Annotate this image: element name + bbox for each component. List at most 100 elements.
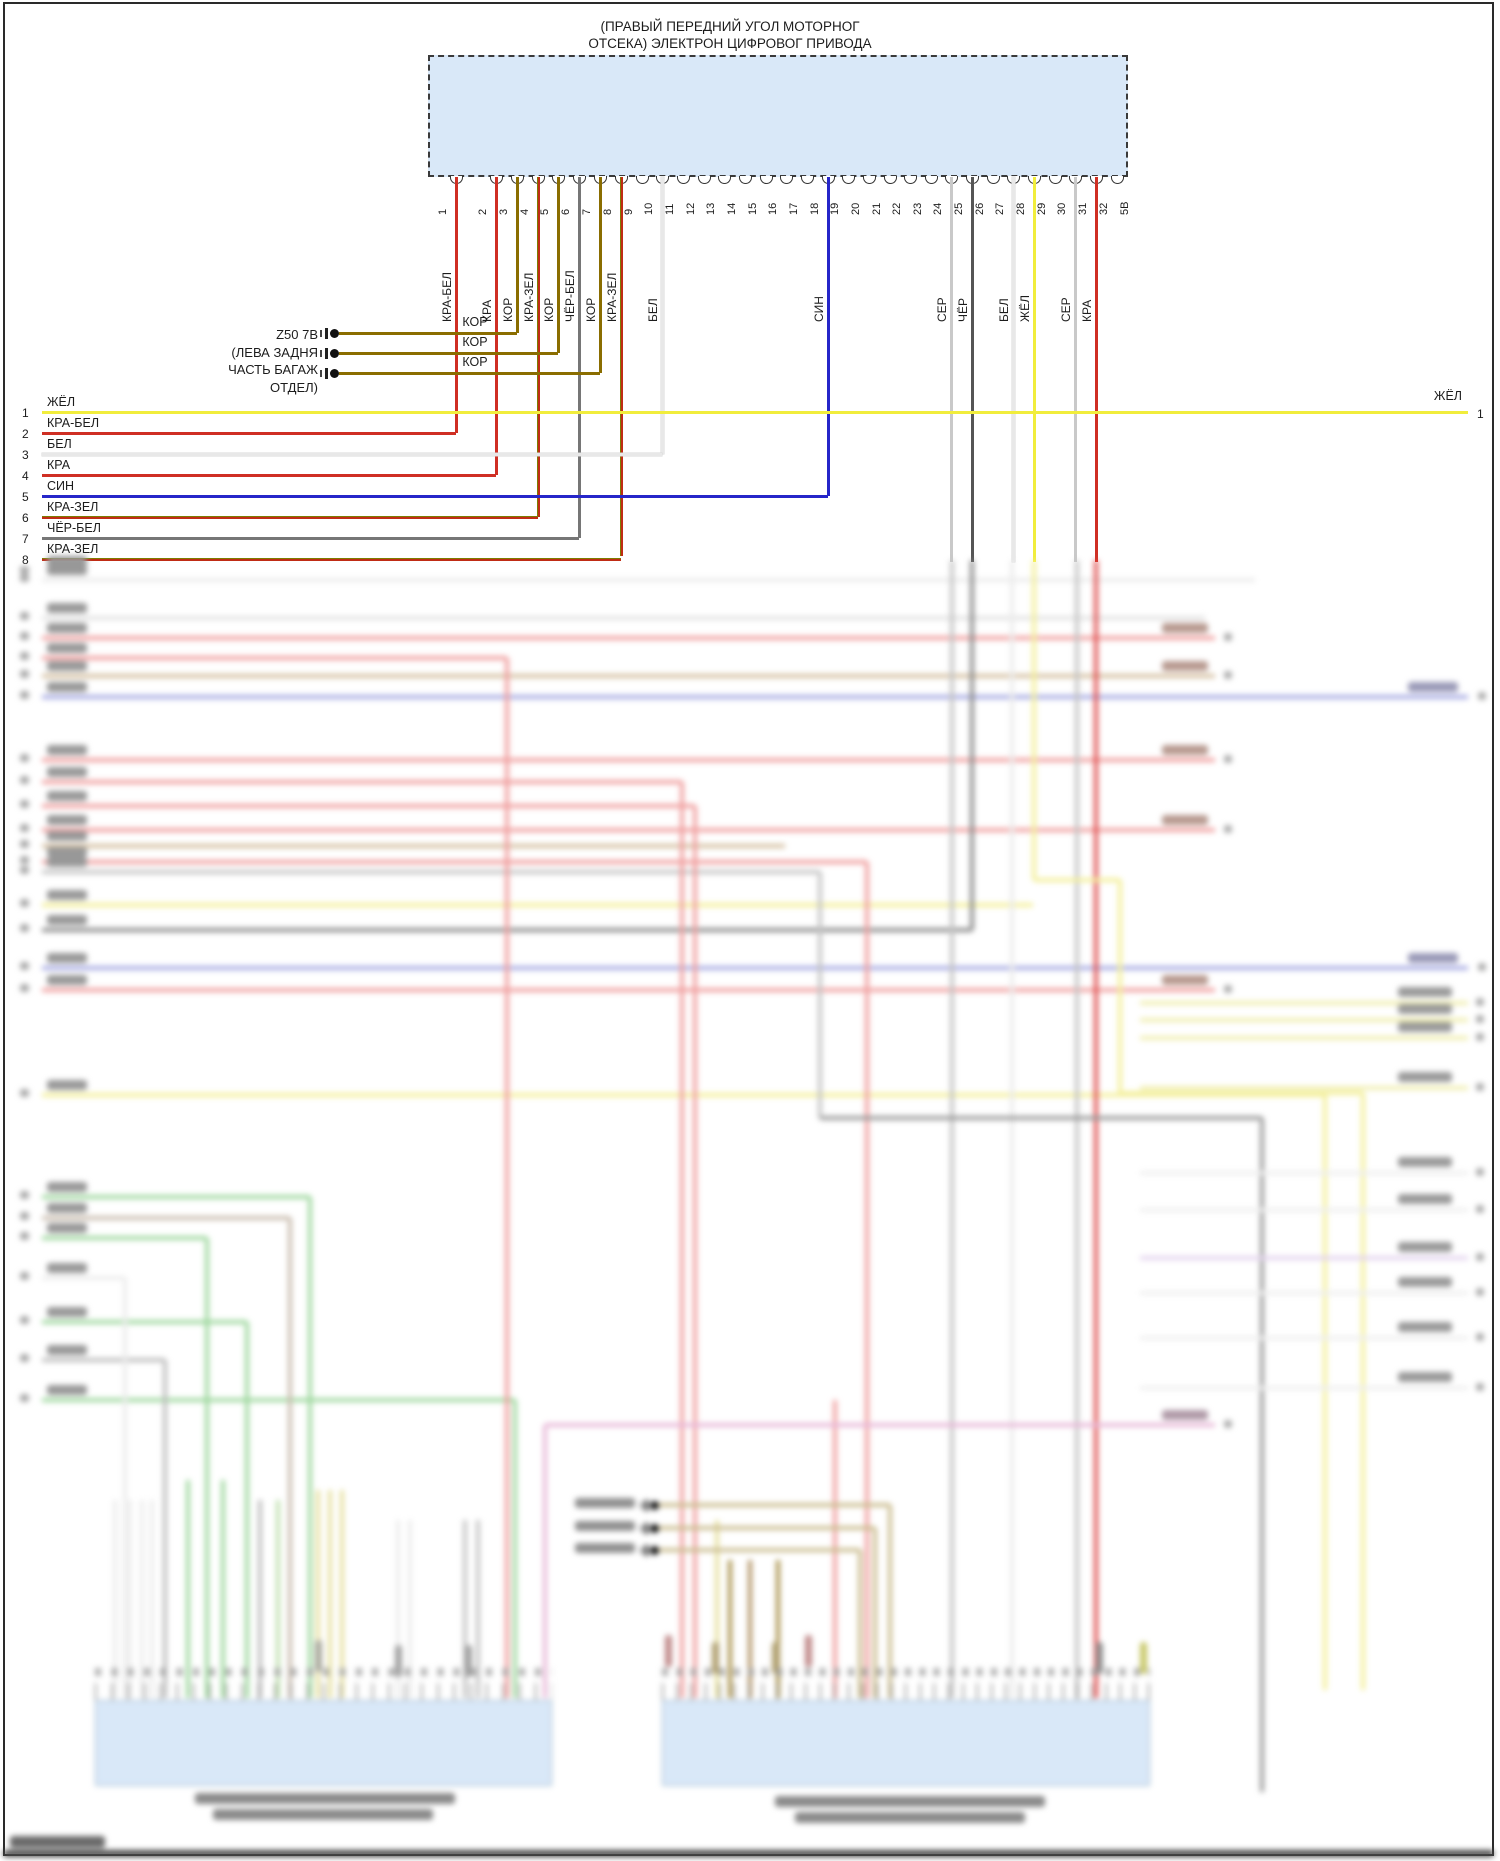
row-number: 3 xyxy=(22,448,29,462)
row-number: 7 xyxy=(22,532,29,546)
connector-pin-arc xyxy=(717,176,731,184)
pin-wire xyxy=(660,177,664,454)
pin-number: 8 xyxy=(602,208,614,215)
pin-number: 15 xyxy=(747,202,759,215)
row-number: 5 xyxy=(22,490,29,504)
stub-connector-dot xyxy=(330,328,339,338)
pin-number: 3 xyxy=(498,208,510,215)
pin-wire xyxy=(556,177,560,353)
row-wire-color-label: КРА-БЕЛ xyxy=(47,416,100,430)
connector-pin-arc xyxy=(862,176,876,184)
row-number: 6 xyxy=(22,511,29,525)
row-wire xyxy=(42,515,538,519)
pin-number: 7 xyxy=(581,208,593,215)
stub-wire xyxy=(339,351,558,355)
pin-wire-color-label: БЕЛ xyxy=(997,298,1011,322)
connector-pin-arc xyxy=(883,176,897,184)
pin-number: 32 xyxy=(1098,202,1110,215)
pin-number: 10 xyxy=(643,202,655,215)
pin-number: 22 xyxy=(891,202,903,215)
pin-number: 30 xyxy=(1056,202,1068,215)
stub-bar-mark xyxy=(325,327,328,339)
pin-wire-color-label: СИН xyxy=(812,296,826,322)
pin-number: 24 xyxy=(932,202,944,215)
stub-connector-dot xyxy=(330,348,339,358)
stub-text-line: ЧАСТЬ БАГАЖ xyxy=(228,362,318,377)
row-wire-color-label: КРА-ЗЕЛ xyxy=(47,542,99,556)
pin-wire-color-label: БЕЛ xyxy=(646,298,660,322)
pin-wire-color-label: КОР xyxy=(542,297,556,322)
right-wire-number: 1 xyxy=(1477,407,1484,421)
pin-wire xyxy=(454,177,458,433)
stub-wire xyxy=(339,331,517,335)
stub-wire-color-label: КОР xyxy=(462,355,488,369)
pin-wire xyxy=(949,177,953,562)
row-wire xyxy=(42,473,496,477)
connector-pin-arc xyxy=(697,176,711,184)
pin-number: 1 xyxy=(437,208,449,215)
pin-wire-color-label: КРА xyxy=(1080,299,1094,322)
ecu-module-box xyxy=(428,55,1128,177)
row-wire xyxy=(42,494,828,498)
pin-wire-color-label: КРА-ЗЕЛ xyxy=(522,272,536,322)
pin-number: 17 xyxy=(788,202,800,215)
stub-tick-mark xyxy=(320,329,322,337)
row-number: 1 xyxy=(22,406,29,420)
pin-wire-color-label: ЧЁР-БЕЛ xyxy=(563,270,577,322)
connector-pin-arc xyxy=(800,176,814,184)
page-border xyxy=(3,2,1494,1856)
row-wire xyxy=(42,557,621,561)
connector-pin-arc xyxy=(779,176,793,184)
pin-wire xyxy=(598,177,602,373)
connector-pin-arc xyxy=(841,176,855,184)
row-wire xyxy=(42,410,1468,414)
stub-tick-mark xyxy=(320,369,322,377)
pin-wire xyxy=(619,177,623,556)
pin-number: 13 xyxy=(705,202,717,215)
pin-number: 16 xyxy=(767,202,779,215)
pin-number: 26 xyxy=(974,202,986,215)
pin-number: 28 xyxy=(1015,202,1027,215)
pin-wire xyxy=(1094,177,1098,562)
connector-pin-arc xyxy=(1048,176,1062,184)
stub-text-line: (ЛЕВА ЗАДНЯ xyxy=(231,344,318,360)
row-wire-color-label: ЧЁР-БЕЛ xyxy=(47,521,101,535)
pin-number: 18 xyxy=(809,202,821,215)
pin-wire-color-label: СЕР xyxy=(935,297,949,322)
pin-number: 20 xyxy=(850,202,862,215)
row-wire xyxy=(42,431,456,435)
stub-tick-mark xyxy=(320,349,322,357)
pin-wire-color-label: СЕР xyxy=(1059,297,1073,322)
pin-wire xyxy=(1011,177,1015,562)
stub-text-line: ОТДЕЛ) xyxy=(270,379,318,395)
pin-number: 11 xyxy=(664,203,676,215)
pin-number: 25 xyxy=(953,202,965,215)
ecu-title-line2: ОТСЕКА) ЭЛЕКТРОН ЦИФРОВОГ ПРИВОДА xyxy=(588,36,872,51)
row-wire-color-label: КРА-ЗЕЛ xyxy=(47,500,99,514)
pin-wire xyxy=(970,177,974,562)
pin-number: 27 xyxy=(994,202,1006,215)
connector-pin-arc xyxy=(635,176,649,184)
stub-bar-mark xyxy=(325,367,328,379)
stub-wire-color-label: КОР xyxy=(462,335,488,349)
connector-pin-arc xyxy=(903,176,917,184)
connector-pin-arc xyxy=(676,176,690,184)
pin-number: 29 xyxy=(1036,202,1048,215)
pin-number: 4 xyxy=(519,208,531,215)
stub-text-line: Z50 7В xyxy=(276,327,318,342)
pin-wire xyxy=(1073,177,1077,562)
stub-wire-color-label: КОР xyxy=(462,315,488,329)
row-number: 4 xyxy=(22,469,29,483)
row-wire-color-label: ЖЁЛ xyxy=(47,395,76,409)
pin-wire xyxy=(826,177,830,496)
row-wire-color-label: КРА xyxy=(47,458,71,472)
row-wire-color-label: СИН xyxy=(47,479,75,493)
pin-number: 5В xyxy=(1119,201,1131,215)
pin-number: 19 xyxy=(829,202,841,215)
stub-wire xyxy=(339,371,600,375)
pin-number: 2 xyxy=(477,208,489,215)
pin-number: 12 xyxy=(685,202,697,215)
row-number: 2 xyxy=(22,427,29,441)
pin-wire-color-label: КОР xyxy=(584,297,598,322)
row-wire-color-label: БЕЛ xyxy=(47,437,72,451)
